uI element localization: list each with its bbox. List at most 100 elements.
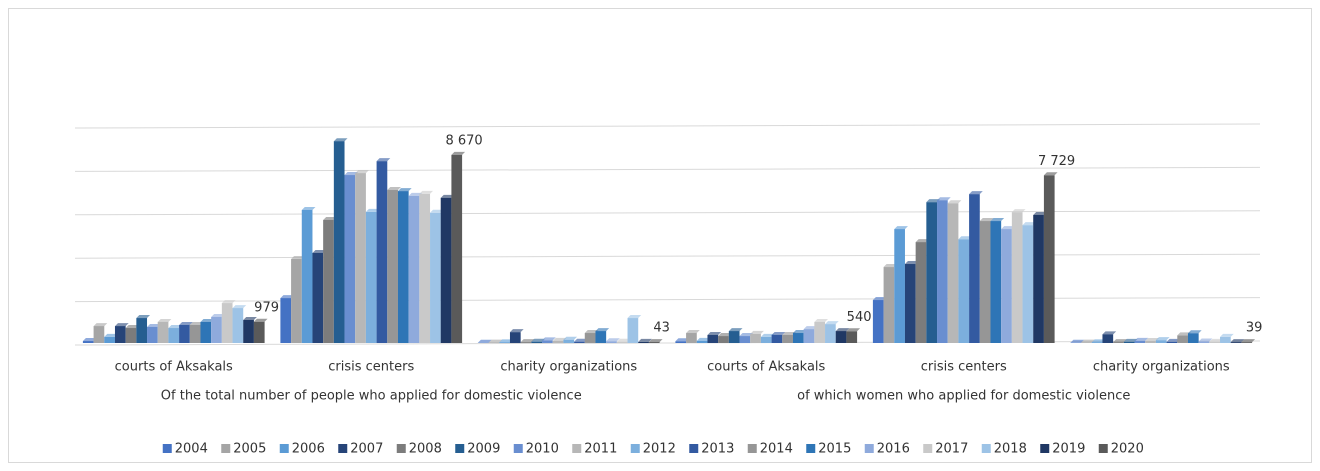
bar-top <box>419 190 434 194</box>
bar <box>344 175 356 343</box>
bar <box>333 141 345 343</box>
legend-swatch <box>689 444 699 453</box>
bar <box>792 333 804 343</box>
bar-top <box>814 318 829 322</box>
bar-top <box>1043 172 1058 176</box>
bar-top <box>638 338 652 342</box>
bar-top <box>686 330 700 334</box>
bar-top <box>301 206 316 210</box>
bar <box>728 331 740 343</box>
bar-top <box>675 338 690 342</box>
bar-top <box>376 158 391 162</box>
bar <box>904 264 916 343</box>
bar-top <box>408 192 423 196</box>
legend-label: 2010 <box>526 442 559 457</box>
bar-top <box>365 208 380 212</box>
bar <box>648 342 660 343</box>
bar-top <box>696 337 711 341</box>
data-label: 39 <box>1246 321 1263 336</box>
bar <box>771 334 783 343</box>
bar-top <box>542 337 556 341</box>
legend-swatch <box>981 444 991 453</box>
bar-top <box>883 264 898 268</box>
bar <box>563 339 575 343</box>
bar-top <box>616 338 631 342</box>
bar-top <box>323 216 337 220</box>
x-tick-label: crisis centers <box>921 360 1007 375</box>
x-tick-label: charity organizations <box>500 360 637 375</box>
legend-label: 2019 <box>1052 442 1085 457</box>
bar <box>82 341 94 343</box>
bar <box>376 161 388 343</box>
x-tick-label: crisis centers <box>328 360 414 375</box>
bar <box>312 252 324 343</box>
bar-top <box>1166 338 1181 342</box>
bar-top <box>1081 339 1095 343</box>
bar <box>606 341 617 343</box>
bar-top <box>333 138 348 142</box>
legend-label: 2018 <box>994 442 1027 457</box>
bar <box>419 193 431 343</box>
grid-line <box>74 210 1261 216</box>
bar-top <box>243 316 257 320</box>
bar <box>136 318 148 343</box>
bar-top <box>1011 209 1026 213</box>
legend-label: 2013 <box>701 442 734 457</box>
bar <box>739 336 751 343</box>
bar <box>211 316 222 343</box>
bar <box>1166 341 1178 343</box>
bar-top <box>1022 222 1037 226</box>
bar-top <box>947 200 962 204</box>
bar-top <box>728 328 743 332</box>
bar <box>1033 214 1044 343</box>
bar <box>1155 340 1167 343</box>
legend-label: 2016 <box>877 442 910 457</box>
bar <box>104 336 115 343</box>
grid-line <box>74 297 1261 303</box>
x-tick-label: charity organizations <box>1093 360 1230 375</box>
bar <box>1102 334 1114 343</box>
bar <box>1187 333 1199 343</box>
bar <box>1043 175 1055 343</box>
bar <box>157 321 169 343</box>
bar <box>825 324 836 343</box>
bar-top <box>211 313 225 317</box>
legend-label: 2008 <box>409 442 442 457</box>
bar-top <box>291 256 305 260</box>
bar <box>750 333 761 343</box>
bar-top <box>168 325 183 329</box>
bar <box>408 195 420 343</box>
bar <box>937 200 948 343</box>
grid-line <box>74 166 1261 172</box>
legend-label: 2011 <box>584 442 617 457</box>
bar <box>707 334 719 343</box>
bar-top <box>915 239 930 243</box>
bar <box>686 333 697 343</box>
bar <box>1241 342 1253 343</box>
bar-top <box>387 187 401 191</box>
bar-top <box>253 318 268 322</box>
bar-top <box>771 331 786 335</box>
bar <box>125 328 137 343</box>
bar-top <box>718 333 732 337</box>
legend-label: 2009 <box>467 442 500 457</box>
bar <box>280 298 292 343</box>
bar <box>1091 342 1103 343</box>
bar <box>1220 336 1231 343</box>
bar <box>872 300 884 343</box>
bar-top <box>648 339 663 343</box>
bar-top <box>760 333 775 337</box>
bar-top <box>189 321 204 325</box>
bar <box>718 336 729 343</box>
bar <box>584 333 596 343</box>
legend-swatch <box>864 444 874 453</box>
bar-top <box>499 339 513 343</box>
bar-top <box>1102 331 1117 335</box>
bar-top <box>979 218 994 222</box>
bar-top <box>1145 338 1159 342</box>
bar <box>760 336 772 343</box>
bar <box>168 328 180 343</box>
legend-swatch <box>221 444 231 453</box>
bar-top <box>937 197 951 201</box>
